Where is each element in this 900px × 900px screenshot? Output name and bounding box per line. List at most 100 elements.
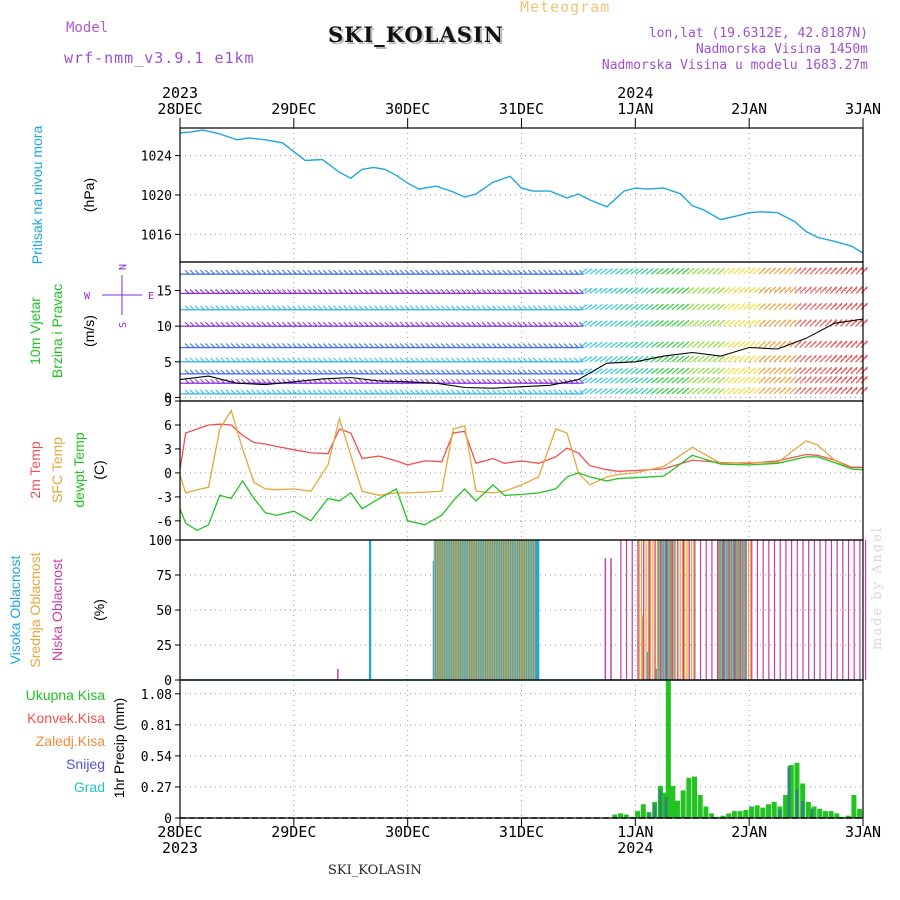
- wind-arrow: [860, 319, 868, 327]
- wind-arrow-head: [389, 289, 395, 294]
- cloud-bar: [665, 540, 667, 680]
- cloud-bar: [458, 540, 460, 680]
- wind-arrow-head: [322, 269, 328, 275]
- wind-arrow-head: [845, 367, 848, 371]
- wind-arrow-head: [486, 343, 492, 348]
- wind-arrow-head: [748, 319, 751, 323]
- wind-arrow-head: [251, 321, 256, 327]
- cloud-bar: [515, 540, 519, 680]
- wind-arrow: [835, 366, 843, 375]
- wind-arrow-head: [322, 305, 328, 311]
- wind-arrow-head: [558, 269, 564, 275]
- top-date-label: 3JAN: [845, 100, 881, 118]
- cloud-bar: [671, 540, 673, 680]
- wind-arrow-head: [742, 319, 746, 323]
- wind-arrow-head: [389, 305, 395, 311]
- wind-arrow-head: [399, 369, 405, 375]
- wind-arrow-head: [666, 387, 669, 391]
- wind-arrow-head: [369, 321, 374, 327]
- wind-arrow-head: [691, 355, 695, 359]
- wind-arrow-head: [522, 343, 528, 348]
- wind-arrow-head: [737, 376, 741, 380]
- wind-arrow-head: [297, 321, 303, 327]
- cloud-bar: [842, 540, 844, 680]
- wind-arrow-head: [655, 287, 659, 290]
- wind-arrow-head: [235, 343, 241, 348]
- wind-arrow-head: [440, 321, 446, 327]
- cloud-bar: [442, 540, 446, 680]
- wind-arrow-head: [589, 368, 593, 371]
- wind-arrow: [840, 286, 848, 294]
- wind-arrow-head: [691, 387, 695, 391]
- wind-arrow-head: [835, 340, 838, 344]
- precip-legend-item: Snijeg: [66, 756, 105, 772]
- wind-arrow-head: [527, 357, 533, 363]
- wind-arrow-head: [430, 269, 436, 275]
- wind-arrow-head: [594, 341, 598, 344]
- wind-arrow-head: [522, 369, 528, 375]
- wind-arrow-head: [240, 305, 246, 311]
- wind-arrow-head: [200, 389, 205, 395]
- precip-series-1: [647, 766, 814, 818]
- wind-arrow-head: [573, 269, 579, 275]
- wind-arrow-head: [722, 355, 725, 359]
- wind-arrow-head: [476, 269, 482, 275]
- wind-arrow-head: [235, 378, 241, 384]
- wind-arrow-head: [317, 357, 323, 363]
- wind-arrow-head: [379, 305, 385, 311]
- wind-arrow-head: [425, 305, 431, 311]
- wind-arrow-head: [860, 286, 863, 290]
- wind-arrow-head: [666, 367, 669, 371]
- wind-arrow-head: [471, 343, 477, 348]
- cloud-bar: [734, 540, 736, 680]
- cloud-bar: [663, 540, 665, 680]
- wind-arrow-head: [758, 367, 761, 371]
- wind-arrow-head: [568, 289, 574, 294]
- wind-arrow-head: [399, 389, 405, 395]
- wind-arrow-head: [451, 369, 456, 375]
- cloud-series-2: [337, 540, 867, 680]
- precip-bar: [703, 806, 709, 818]
- cloud-bar: [699, 540, 702, 680]
- wind-arrow-head: [502, 289, 507, 294]
- wind-arrow-head: [486, 378, 492, 384]
- wind-arrow-head: [543, 289, 548, 294]
- wind-arrow-head: [420, 389, 425, 395]
- wind-arrow-head: [671, 355, 674, 359]
- wind-arrow-head: [266, 369, 272, 375]
- wind-arrow-head: [543, 269, 548, 275]
- wind-arrow-head: [604, 304, 608, 307]
- wind-arrow-head: [205, 357, 210, 363]
- wind-arrow-head: [824, 286, 827, 290]
- cloud-bar: [660, 540, 662, 680]
- wind-arrow-head: [563, 357, 569, 363]
- wind-arrow-head: [322, 357, 328, 363]
- cloud-bar: [694, 540, 696, 680]
- wind-arrow-head: [620, 377, 623, 380]
- wind-arrow-head: [225, 389, 231, 395]
- wind-arrow-head: [476, 369, 482, 375]
- wind-arrow-head: [845, 302, 848, 306]
- wind-arrow-head: [338, 369, 344, 375]
- precip-legend-item: Zaledj.Kisa: [36, 733, 105, 749]
- wind-arrow-head: [394, 357, 400, 363]
- cloud-bar: [474, 540, 476, 680]
- wind-arrow-head: [671, 377, 674, 380]
- wind-arrow-head: [712, 387, 715, 391]
- precip-bar: [697, 795, 703, 818]
- wind-arrow-head: [599, 341, 603, 344]
- precip-bar: [692, 776, 698, 818]
- wind-arrow-head: [343, 269, 349, 275]
- wind-arrow-head: [681, 341, 685, 344]
- wind-arrow-head: [235, 389, 241, 395]
- wind-arrow-head: [563, 369, 569, 375]
- wind-arrow-head: [553, 343, 559, 348]
- wind-arrow-head: [307, 269, 313, 275]
- wind-arrow-head: [640, 377, 644, 380]
- wind-arrow-head: [691, 367, 695, 371]
- cloud-bar: [511, 540, 515, 680]
- wind-arrow-head: [384, 389, 390, 395]
- wind-arrow-head: [374, 389, 379, 395]
- wind-arrow-head: [589, 341, 593, 344]
- wind-arrow-head: [333, 343, 338, 348]
